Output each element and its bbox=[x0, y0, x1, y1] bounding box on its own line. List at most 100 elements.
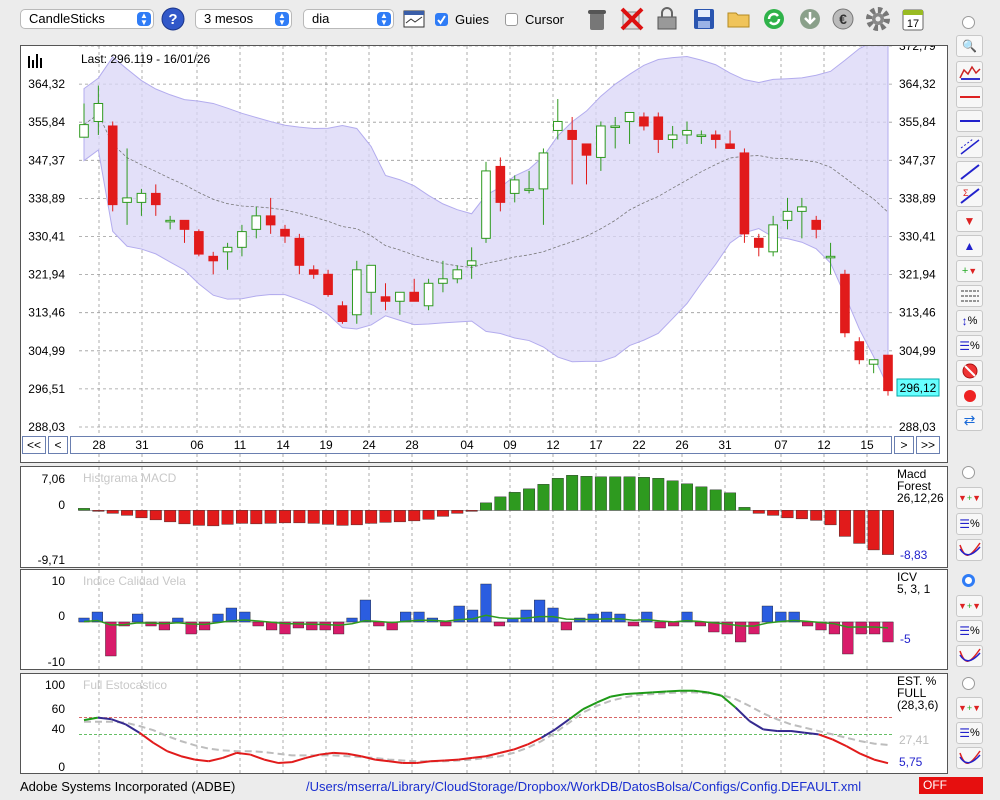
icv-bar bbox=[91, 611, 103, 623]
add-signal-icon[interactable]: + ▼ bbox=[956, 260, 983, 282]
icv-bar bbox=[654, 621, 666, 629]
interval-select[interactable]: dia ▲ ▼ bbox=[303, 9, 394, 29]
sigma-line-icon[interactable]: Σ bbox=[956, 185, 983, 207]
macd-bar bbox=[566, 475, 579, 511]
bars-settings-icon[interactable] bbox=[401, 6, 427, 32]
signal-arrows-icon[interactable]: ▼ + ▼ bbox=[956, 487, 983, 509]
icv-bar bbox=[587, 613, 599, 623]
open-folder-icon[interactable] bbox=[726, 6, 752, 32]
current-price-box bbox=[896, 378, 940, 397]
y-tick-label: 304,99 bbox=[28, 344, 65, 358]
macd-value: -8,83 bbox=[900, 548, 928, 562]
date-scrollbar[interactable]: 28 31 06 11 14 19 24 28 04 09 12 17 22 26 31 07 12 15 bbox=[70, 436, 892, 454]
refresh-icon[interactable] bbox=[761, 6, 787, 32]
zoom-icon[interactable]: 🔍 bbox=[956, 35, 983, 57]
list-lines-icon[interactable] bbox=[956, 285, 983, 307]
macd-bar bbox=[810, 510, 823, 521]
record-icon[interactable] bbox=[956, 385, 983, 407]
macd-bar bbox=[451, 510, 464, 514]
stoch-fast-segment bbox=[721, 694, 737, 709]
no-entry-icon[interactable] bbox=[956, 360, 983, 382]
svg-text:?: ? bbox=[168, 11, 177, 28]
percent-lines-icon[interactable]: ☰% bbox=[956, 722, 983, 744]
lock-icon[interactable] bbox=[654, 6, 680, 32]
stoch-fast-segment bbox=[333, 751, 348, 755]
nav-prev-button[interactable]: < bbox=[48, 436, 68, 454]
arrow-up-blue-icon[interactable]: ▲ bbox=[956, 235, 983, 257]
icv-bar bbox=[306, 621, 318, 631]
stoch-fast-segment bbox=[291, 756, 307, 764]
x-tick-label: 12 bbox=[546, 438, 560, 452]
macd-bar bbox=[523, 488, 536, 511]
macd-bar bbox=[178, 510, 191, 525]
macd-bar bbox=[781, 510, 794, 519]
company-name: Adobe Systems Incorporated (ADBE) bbox=[20, 779, 236, 794]
trend-channel-icon[interactable] bbox=[956, 136, 983, 158]
icv-bar bbox=[681, 611, 693, 623]
euro-icon[interactable]: € bbox=[830, 6, 856, 32]
candle-body bbox=[667, 134, 678, 140]
oscillator-icon[interactable] bbox=[956, 645, 983, 667]
percent-lines-icon[interactable]: ☰% bbox=[956, 513, 983, 535]
interval-value: dia bbox=[312, 11, 330, 26]
icv-bar bbox=[601, 611, 613, 623]
horizontal-line-red-icon[interactable] bbox=[956, 86, 983, 108]
guides-checkbox[interactable] bbox=[435, 13, 448, 26]
macd-bar bbox=[135, 510, 148, 519]
horizontal-line-blue-icon[interactable] bbox=[956, 110, 983, 132]
macd-chart: Histgrama MACD 7,06 0 -9,71 Macd Forest … bbox=[38, 467, 944, 567]
chart-type-select[interactable]: CandleSticks ▲ ▼ bbox=[20, 9, 154, 29]
icv-bar bbox=[761, 605, 773, 623]
x-tick-label: 28 bbox=[92, 438, 106, 452]
panel-select-radio[interactable] bbox=[962, 16, 975, 29]
icv-panel[interactable]: Indice Calidad Vela 10 0 -10 ICV 5, 3, 1… bbox=[20, 569, 948, 670]
nav-first-button[interactable]: << bbox=[22, 436, 46, 454]
nav-last-button[interactable]: >> bbox=[916, 436, 940, 454]
percent-lines-icon[interactable]: ☰% bbox=[956, 335, 983, 357]
macd-bar bbox=[508, 492, 521, 511]
cursor-checkbox[interactable] bbox=[505, 13, 518, 26]
help-icon[interactable]: ? bbox=[160, 6, 186, 32]
stoch-fast-segment bbox=[804, 731, 819, 736]
arrow-down-red-icon[interactable]: ▼ bbox=[956, 210, 983, 232]
macd-panel-radio[interactable] bbox=[962, 466, 975, 479]
icv-bar bbox=[359, 599, 371, 623]
icv-bars bbox=[78, 583, 894, 657]
price-bars-icon[interactable] bbox=[956, 61, 983, 83]
signal-arrows-icon[interactable]: ▼ + ▼ bbox=[956, 595, 983, 617]
percent-range-icon[interactable]: ↕% bbox=[956, 310, 983, 332]
download-icon[interactable] bbox=[797, 6, 823, 32]
stoch-panel[interactable]: Full Estocastico 100 60 40 0 EST. % FULL… bbox=[20, 673, 948, 774]
price-chart-panel[interactable]: 364,32 355,84 347,37 338,89 330,41 321,94 313,… bbox=[20, 37, 948, 463]
trend-line-icon[interactable] bbox=[956, 161, 983, 183]
icv-bar bbox=[225, 607, 237, 623]
nav-next-button[interactable]: > bbox=[894, 436, 914, 454]
swap-icon[interactable]: ⇄ bbox=[956, 409, 983, 431]
icv-panel-radio[interactable] bbox=[962, 574, 975, 587]
candle-body bbox=[107, 125, 118, 206]
y-tick-label: 355,84 bbox=[28, 115, 65, 129]
macd-bar bbox=[235, 510, 248, 524]
svg-text:€: € bbox=[839, 11, 847, 27]
chevron-updown-icon: ▲ ▼ bbox=[275, 12, 289, 27]
off-status-badge[interactable]: OFF bbox=[919, 777, 983, 794]
candle-body bbox=[567, 129, 577, 140]
percent-lines-icon[interactable]: ☰% bbox=[956, 620, 983, 642]
delete-icon[interactable] bbox=[619, 6, 645, 32]
period-select[interactable]: 3 mesos ▲ ▼ bbox=[195, 9, 292, 29]
stoch-fast-segment bbox=[596, 695, 612, 704]
stoch-panel-radio[interactable] bbox=[962, 677, 975, 690]
gear-icon[interactable] bbox=[865, 6, 891, 32]
stoch-fast-segment bbox=[790, 730, 805, 734]
x-tick-label: 07 bbox=[774, 438, 788, 452]
signal-arrows-icon[interactable]: ▼ + ▼ bbox=[956, 697, 983, 719]
calendar-icon[interactable]: 17 bbox=[900, 6, 926, 32]
oscillator-icon[interactable] bbox=[956, 539, 983, 561]
trash-icon[interactable] bbox=[584, 6, 610, 32]
macd-panel[interactable]: Histgrama MACD 7,06 0 -9,71 Macd Forest … bbox=[20, 466, 948, 568]
y-axis-right: 372,79 364,32 355,84 347,37 338,89 330,41 321,… bbox=[899, 39, 936, 434]
oscillator-icon[interactable] bbox=[956, 747, 983, 769]
save-icon[interactable] bbox=[691, 6, 717, 32]
y-tick-label: 347,37 bbox=[899, 153, 936, 167]
price-chart[interactable]: 364,32 355,84 347,37 338,89 330,41 321,94 313,… bbox=[21, 37, 947, 462]
